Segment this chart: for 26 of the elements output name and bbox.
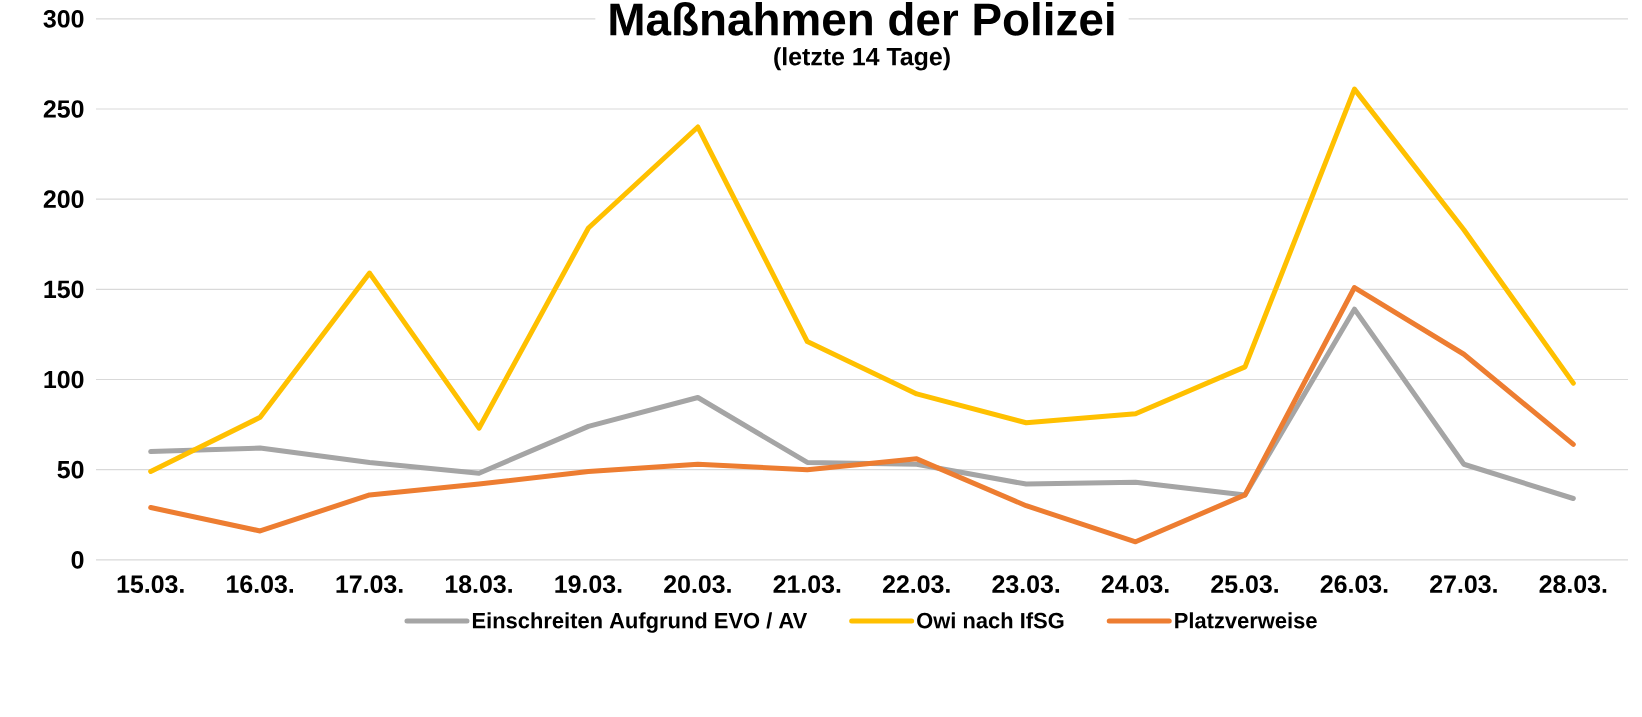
text: (letzte 14 Tage) [774,47,950,71]
x-tick-label: 20.03. [664,575,731,594]
chart-title: Maßnahmen der Polizei [610,2,1114,36]
y-tick-label: 50 [57,460,84,479]
x-tick-label: 15.03. [117,575,184,594]
x-tick-label: 26.03. [1320,575,1388,594]
y-tick-label: 150 [44,280,84,299]
legend-label: Owi nach IfSG [917,612,1064,629]
legend-label: Einschreiten Aufgrund EVO / AV [472,612,808,633]
x-tick-label: 25.03. [1211,575,1278,594]
y-tick-label: 100 [44,370,84,389]
y-tick-label: 200 [43,190,84,209]
y-tick-label: 250 [43,100,84,118]
x-tick-label: 18.03. [445,575,512,594]
x-tick-label: 23.03. [992,575,1060,594]
x-tick-label: 28.03. [1539,575,1607,594]
x-tick-label: 24.03. [1101,575,1169,594]
x-tick-label: 22.03. [882,575,950,594]
x-tick-label: 21.03. [773,575,841,594]
x-tick-label: 19.03. [555,575,622,594]
x-tick-label: 17.03. [336,575,403,594]
x-tick-label: 16.03. [227,575,294,594]
y-tick-label: 0 [71,551,84,569]
x-tick-label: 27.03. [1430,575,1497,594]
legend-label: Platzverweise [1175,612,1317,629]
y-tick-label: 300 [43,10,84,28]
